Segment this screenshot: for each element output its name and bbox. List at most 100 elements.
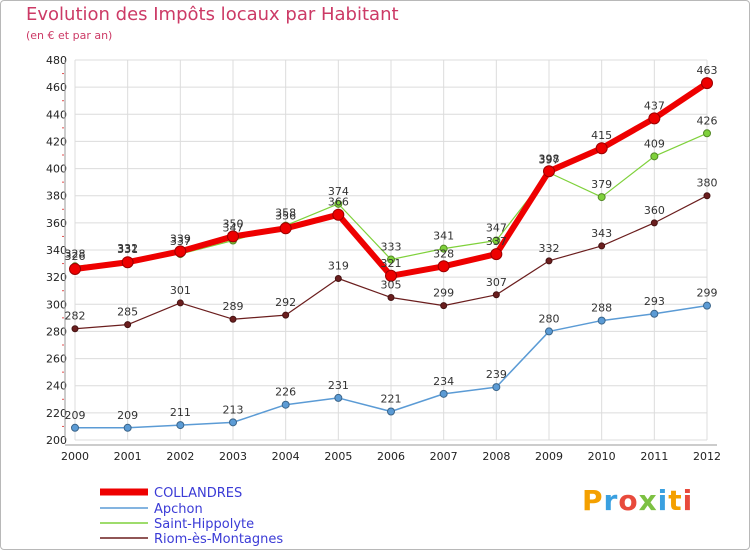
legend-label-collandres: COLLANDRES [154,486,242,501]
point-riom-s-montagnes-2005 [334,275,342,282]
data-label-apchon-2008: 239 [486,368,507,381]
data-label-saint-hippolyte-2012: 426 [697,114,718,127]
y-tick-label-440: 440 [46,108,67,121]
point-apchon-2000 [71,423,79,432]
y-tick-label-260: 260 [46,353,67,366]
point-collandres-2008 [490,248,503,261]
x-tick-label-2011: 2011 [640,450,668,463]
point-saint-hippolyte-2012 [703,129,711,138]
series-apchon [71,301,711,432]
data-label-saint-hippolyte-2008: 347 [486,222,507,235]
y-tick-label-280: 280 [46,325,67,338]
data-label-riom-s-montagnes-2004: 292 [275,296,296,309]
data-label-riom-s-montagnes-2010: 343 [591,227,612,240]
data-label-riom-s-montagnes-2007: 299 [433,287,454,300]
data-label-riom-s-montagnes-2002: 301 [170,284,191,297]
point-apchon-2011 [650,309,659,318]
data-label-saint-hippolyte-2011: 409 [644,137,665,150]
data-label-collandres-2010: 415 [591,129,612,142]
data-label-apchon-2001: 209 [117,409,138,422]
logo-letter: r [603,484,619,517]
data-label-riom-s-montagnes-2003: 289 [223,300,244,313]
x-tick-label-2005: 2005 [324,450,352,463]
data-label-riom-s-montagnes-2011: 360 [644,204,665,217]
data-label-riom-s-montagnes-2001: 285 [117,306,138,319]
data-label-saint-hippolyte-2004: 358 [275,207,296,220]
point-collandres-2011 [648,112,661,125]
data-label-saint-hippolyte-2006: 333 [381,241,402,254]
x-tick-label-2009: 2009 [535,450,563,463]
point-riom-s-montagnes-2010 [598,242,606,250]
x-tick-label-2008: 2008 [482,450,510,463]
chart-title: Evolution des Impôts locaux par Habitant [26,4,399,25]
x-tick-label-2007: 2007 [430,450,458,463]
point-saint-hippolyte-2010 [597,193,606,202]
y-tick-label-340: 340 [46,244,67,257]
point-collandres-2010 [595,142,608,155]
x-tick-label-2004: 2004 [272,450,300,463]
data-label-saint-hippolyte-2003: 347 [223,222,244,235]
y-tick-label-320: 320 [46,271,67,284]
y-tick-label-200: 200 [46,434,67,447]
data-label-riom-s-montagnes-2000: 282 [65,310,86,323]
logo-letter: o [618,484,639,517]
logo-letter: t [668,484,683,517]
y-tick-label-460: 460 [46,81,67,94]
y-tick-label-480: 480 [46,54,67,67]
data-label-apchon-2011: 293 [644,295,665,308]
data-label-apchon-2000: 209 [65,409,86,422]
point-riom-s-montagnes-2004 [282,311,290,319]
point-apchon-2005 [334,393,343,402]
logo-letter: i [682,484,694,517]
point-riom-s-montagnes-2009 [545,257,553,265]
point-apchon-2006 [387,407,395,416]
data-label-collandres-2000: 326 [65,250,86,263]
data-label-collandres-2012: 463 [697,64,718,77]
series-collandres [69,77,713,282]
x-tick-label-2010: 2010 [588,450,616,463]
series-layer [69,77,713,432]
legend-label-saint-hippolyte: Saint-Hippolyte [154,517,254,532]
data-label-saint-hippolyte-2001: 332 [117,242,138,255]
x-tick-label-2001: 2001 [114,450,142,463]
data-label-collandres-2008: 337 [486,235,507,248]
point-riom-s-montagnes-2002 [176,299,184,307]
point-apchon-2004 [281,400,290,409]
data-label-collandres-2002: 339 [170,232,191,245]
y-tick-label-300: 300 [46,298,67,311]
data-label-riom-s-montagnes-2012: 380 [697,177,718,190]
proxiti-logo: Proxiti [582,484,693,517]
data-label-collandres-2004: 356 [275,209,296,222]
logo-letter: P [582,484,604,517]
point-saint-hippolyte-2008 [492,236,501,245]
data-label-apchon-2010: 288 [591,302,612,315]
data-label-collandres-2001: 331 [117,243,138,256]
logo-letter: i [657,484,669,517]
point-saint-hippolyte-2005 [334,199,343,208]
point-collandres-2007 [437,260,450,273]
point-saint-hippolyte-2011 [650,152,659,161]
point-apchon-2003 [229,418,237,427]
point-riom-s-montagnes-2007 [440,302,448,310]
point-collandres-2006 [385,269,397,282]
x-tick-label-2006: 2006 [377,450,405,463]
x-tick-label-2012: 2012 [693,450,721,463]
y-tick-label-240: 240 [46,380,67,393]
point-riom-s-montagnes-2012 [703,192,711,200]
data-label-saint-hippolyte-2010: 379 [591,178,612,191]
legend-label-riom-s-montagnes: Riom-ès-Montagnes [154,532,283,547]
data-label-apchon-2002: 211 [170,406,191,419]
chart-subtitle: (en € et par an) [26,29,113,42]
point-collandres-2001 [121,256,134,269]
point-saint-hippolyte-2007 [439,244,448,253]
data-label-collandres-2007: 328 [433,247,454,260]
data-label-saint-hippolyte-2000: 328 [65,247,86,260]
y-tick-label-380: 380 [46,190,67,203]
data-label-apchon-2003: 213 [223,403,244,416]
y-tick-label-420: 420 [46,135,67,148]
x-tick-label-2000: 2000 [61,450,89,463]
data-label-saint-hippolyte-2007: 341 [433,230,454,243]
point-riom-s-montagnes-2000 [71,325,79,333]
